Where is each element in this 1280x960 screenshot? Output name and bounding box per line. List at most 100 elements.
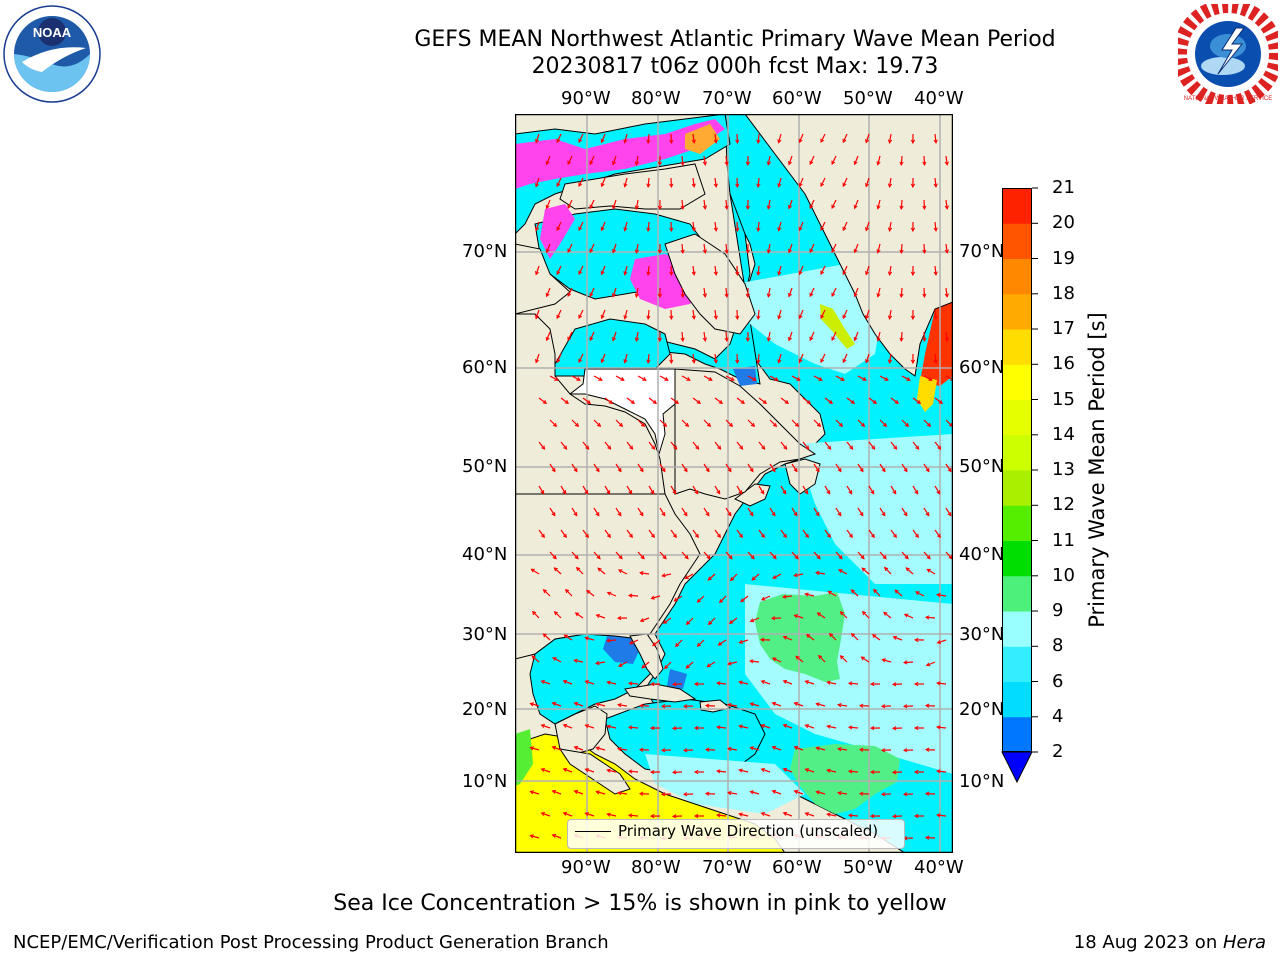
wave-arrow — [538, 397, 547, 404]
wave-arrow-head — [671, 682, 677, 687]
wave-arrow — [596, 614, 606, 619]
wave-arrow — [865, 133, 870, 143]
wave-arrow — [757, 177, 760, 188]
wave-arrow-head — [922, 249, 927, 255]
wave-arrow — [767, 243, 771, 253]
wave-arrow — [854, 331, 859, 341]
wave-arrow — [794, 746, 804, 751]
lat-label-right-40n: 40°N — [959, 544, 1005, 565]
wave-arrow-head — [584, 768, 589, 773]
wave-arrow-head — [617, 512, 622, 517]
wave-arrow — [582, 529, 589, 538]
wave-arrow-head — [661, 573, 666, 578]
wave-arrow-head — [926, 568, 931, 573]
wave-arrow-head — [640, 422, 646, 428]
wave-arrow — [574, 659, 584, 663]
wave-arrow-head — [936, 490, 941, 495]
wave-arrow — [846, 529, 853, 538]
wave-arrow-head — [574, 422, 580, 428]
wave-arrow — [912, 441, 920, 450]
wave-arrow — [923, 155, 926, 166]
wave-arrow-head — [651, 445, 656, 450]
wave-arrow-head — [809, 292, 814, 298]
wave-arrow-head — [903, 467, 908, 473]
noaa-logo: NOAA — [3, 5, 101, 103]
wave-arrow-head — [669, 315, 674, 321]
wave-arrow-head — [623, 315, 628, 320]
map-border — [515, 114, 953, 853]
wave-arrow-head — [556, 270, 561, 276]
wave-arrow-head — [865, 270, 870, 276]
wave-arrow-head — [915, 445, 920, 450]
wave-arrow — [835, 507, 842, 516]
wave-arrow — [535, 353, 540, 363]
wave-arrow-head — [627, 681, 633, 686]
wave-arrow — [873, 589, 881, 597]
wave-arrow-head — [838, 569, 843, 573]
wave-arrow — [714, 309, 717, 319]
wave-arrow-head — [724, 337, 729, 343]
wave-arrow-head — [798, 226, 803, 232]
wave-arrow-head — [650, 490, 655, 495]
wave-arrow-head — [669, 271, 674, 277]
wave-arrow — [840, 655, 848, 663]
wave-arrow — [945, 551, 953, 560]
wave-arrow — [708, 617, 716, 625]
colorbar-tick-label: 11 — [1052, 529, 1075, 551]
wave-arrow-head — [793, 745, 799, 750]
wave-arrow — [624, 265, 628, 275]
wave-arrow — [842, 309, 848, 319]
wave-arrow-head — [887, 183, 893, 188]
wave-arrow-head — [573, 789, 579, 794]
wave-arrow-head — [716, 681, 721, 686]
wave-arrow-head — [815, 790, 820, 795]
wave-arrow-head — [882, 555, 887, 560]
wave-arrow-head — [880, 704, 886, 709]
wave-arrow — [750, 702, 760, 707]
wave-arrow — [769, 551, 777, 560]
wave-arrow-head — [910, 183, 916, 189]
wave-arrow — [923, 243, 926, 254]
wave-arrow-head — [542, 633, 547, 638]
wave-arrow-head — [680, 293, 685, 299]
wave-arrow-head — [870, 490, 875, 495]
colorbar-tick-label: 19 — [1052, 247, 1075, 269]
wave-arrow — [945, 331, 948, 341]
wave-arrow — [780, 441, 788, 450]
wave-arrow-head — [816, 612, 822, 617]
wave-arrow-head — [766, 293, 771, 298]
wave-arrow-head — [535, 183, 540, 188]
wave-arrow-head — [798, 182, 803, 188]
wave-arrow — [915, 591, 925, 597]
wave-arrow-head — [887, 315, 893, 320]
wave-arrow — [912, 397, 921, 404]
wave-arrow — [703, 507, 710, 516]
wave-arrow — [659, 551, 667, 560]
wave-arrow — [637, 419, 645, 427]
wave-arrow-head — [584, 812, 589, 817]
wave-arrow — [607, 725, 617, 729]
wave-arrow-head — [891, 682, 897, 687]
wave-arrow-head — [892, 490, 897, 495]
wave-arrow-head — [865, 314, 870, 320]
wave-arrow — [934, 441, 942, 450]
wave-arrow — [783, 595, 793, 598]
wave-arrow — [556, 133, 562, 143]
wave-arrow — [567, 331, 573, 341]
wave-arrow — [747, 463, 754, 472]
wave-arrow-head — [573, 745, 579, 750]
wave-arrow — [865, 177, 870, 187]
wave-arrow — [816, 571, 826, 575]
wave-arrow-head — [691, 227, 696, 232]
wave-arrow-head — [562, 811, 568, 816]
wave-arrow-head — [782, 490, 787, 495]
wave-arrow — [769, 419, 777, 427]
wave-arrow-head — [728, 619, 734, 625]
wave-arrow-head — [899, 249, 904, 255]
wave-arrow-head — [541, 445, 546, 450]
wave-arrow — [674, 595, 683, 602]
colorbar-segment — [1002, 364, 1032, 400]
wave-arrow — [564, 634, 573, 641]
wave-arrow-head — [551, 512, 556, 517]
wave-arrow — [593, 375, 603, 381]
